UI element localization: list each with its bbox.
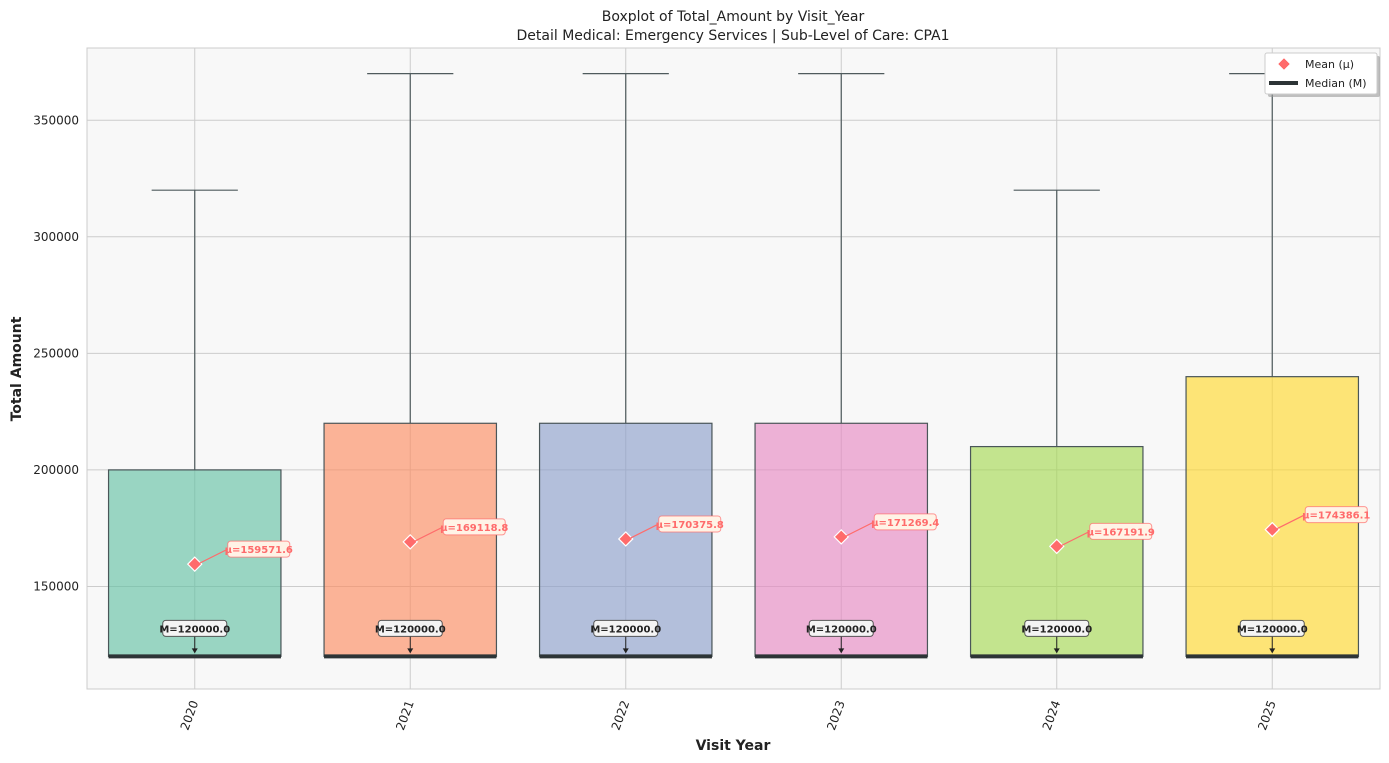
- median-label-box: [593, 619, 659, 637]
- mean-label: μ=159571.6: [225, 545, 293, 556]
- mean-label: μ=169118.8: [440, 523, 508, 534]
- median-arrowhead: [622, 648, 629, 654]
- box-group: M=120000.0 μ=174386.1: [1185, 73, 1370, 659]
- x-tick-label: 2023: [824, 699, 848, 732]
- mean-label: μ=171269.4: [871, 518, 939, 529]
- x-tick-label: 2025: [1255, 699, 1279, 732]
- x-tick-label: 2020: [178, 699, 202, 732]
- legend-mean-label: Mean (μ): [1305, 58, 1354, 71]
- mean-label-box: [873, 513, 937, 531]
- median-label-box: [162, 619, 228, 637]
- mean-arrow: [414, 526, 444, 542]
- y-tick-label: 150000: [33, 579, 79, 593]
- mean-marker: [833, 529, 850, 545]
- median-arrowhead: [407, 648, 414, 654]
- box-group: M=120000.0 μ=171269.4: [754, 73, 939, 659]
- mean-label: μ=174386.1: [1302, 511, 1370, 522]
- mean-arrow: [199, 548, 229, 564]
- x-axis-title: Visit Year: [696, 738, 771, 754]
- mean-arrow: [630, 523, 660, 539]
- chart-title: Boxplot of Total_Amount by Visit_Year: [602, 9, 865, 25]
- mean-label-box: [658, 515, 722, 533]
- median-label: M=120000.0: [806, 624, 877, 635]
- mean-label-box: [442, 518, 506, 536]
- median-label: M=120000.0: [590, 624, 661, 635]
- mean-label: μ=170375.8: [656, 520, 724, 531]
- median-label: M=120000.0: [1237, 624, 1308, 635]
- mean-label-box: [227, 540, 291, 558]
- mean-marker: [1264, 521, 1281, 538]
- median-label: M=120000.0: [375, 624, 446, 635]
- median-arrowhead: [1269, 648, 1276, 654]
- mean-label: μ=167191.9: [1087, 527, 1155, 538]
- x-tick-label: 2022: [609, 699, 633, 732]
- y-tick-label: 350000: [33, 113, 79, 127]
- median-label-box: [1024, 619, 1090, 637]
- x-tick-label: 2021: [393, 699, 417, 732]
- legend-median-label: Median (M): [1305, 77, 1367, 90]
- x-tick-label: 2024: [1040, 699, 1064, 732]
- median-arrowhead: [838, 648, 845, 654]
- y-tick-label: 300000: [33, 230, 79, 244]
- box-group: M=120000.0 μ=169118.8: [323, 73, 508, 659]
- plot-area: [86, 47, 1381, 690]
- median-arrowhead: [191, 648, 198, 654]
- mean-arrow: [1061, 530, 1091, 546]
- mean-arrow: [845, 521, 875, 537]
- box-layer: M=120000.0 μ=159571.6 M=120000.0 μ=169118.8…: [107, 73, 1370, 659]
- median-label-box: [1239, 619, 1305, 637]
- legend-mean-marker: [1277, 57, 1291, 71]
- mean-marker: [1048, 538, 1065, 555]
- median-label-box: [377, 619, 443, 637]
- y-axis-title: Total Amount: [9, 316, 25, 421]
- box-group: M=120000.0 μ=170375.8: [538, 73, 724, 659]
- mean-marker: [402, 534, 419, 550]
- box-group: M=120000.0 μ=167191.9: [969, 189, 1155, 659]
- y-tick-label: 250000: [33, 346, 79, 360]
- median-arrowhead: [1053, 648, 1060, 654]
- median-label: M=120000.0: [159, 624, 230, 635]
- legend: Mean (μ) Median (M): [1264, 52, 1380, 97]
- y-axis-ticks: 150000 200000 250000 300000 350000: [33, 113, 79, 593]
- x-axis-ticks: 2020 2021 2022 2023 2024 2025: [178, 699, 1279, 732]
- chart-subtitle: Detail Medical: Emergency Services | Sub…: [517, 28, 950, 44]
- mean-label-box: [1304, 506, 1368, 524]
- mean-marker: [617, 531, 634, 547]
- mean-arrow: [1276, 514, 1306, 530]
- median-label-box: [808, 619, 874, 637]
- median-label: M=120000.0: [1021, 624, 1092, 635]
- y-tick-label: 200000: [33, 463, 79, 477]
- mean-marker: [186, 556, 203, 572]
- mean-label-box: [1089, 522, 1153, 540]
- box-group: M=120000.0 μ=159571.6: [107, 189, 293, 659]
